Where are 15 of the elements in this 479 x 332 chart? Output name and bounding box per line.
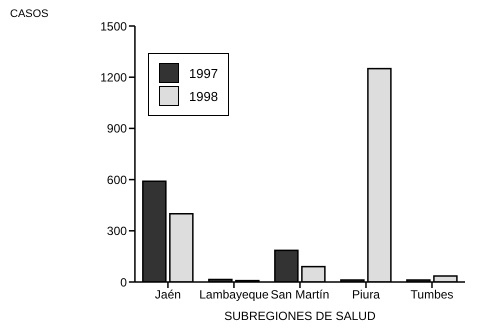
y-axis-title: CASOS	[10, 8, 49, 20]
x-tick-label: Piura	[352, 288, 380, 302]
x-tick-label: San Martín	[270, 288, 330, 302]
y-tick-label: 300	[106, 224, 128, 238]
x-tick-label: Jaén	[154, 288, 181, 302]
legend-label: 1997	[189, 66, 218, 80]
y-tick-label: 1200	[100, 70, 128, 84]
y-tick-label: 600	[106, 172, 128, 187]
y-tick-label: 900	[106, 122, 128, 136]
y-tick-label: 1500	[100, 19, 128, 34]
x-tick-label: Tumbes	[410, 288, 454, 302]
x-tick-label: Lambayeque	[199, 288, 269, 302]
legend-label: 1998	[189, 88, 218, 104]
x-axis-title: SUBREGIONES DE SALUD	[224, 309, 376, 323]
y-tick-label: 0	[120, 275, 128, 290]
